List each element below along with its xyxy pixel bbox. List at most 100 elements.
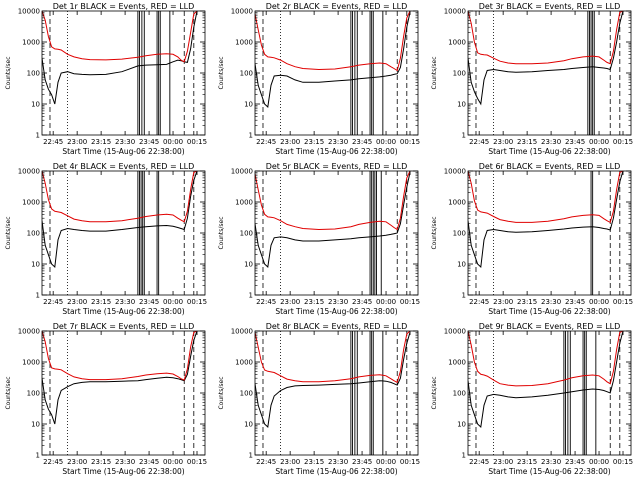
chart-8-xtick-label: 22:45 [256,458,276,466]
chart-2-axes-frame [254,10,419,136]
chart-9-ytick-label: 1000 [448,359,466,367]
chart-1-xtick-label: 22:45 [43,138,63,146]
chart-7-title: Det 7r BLACK = Events, RED = LLD [53,322,195,331]
chart-4-xlabel: Start Time (15-Aug-06 22:38:00) [62,307,184,316]
chart-7-xtick-label: 23:30 [115,458,135,466]
chart-1-ytick-label: 100 [27,70,40,78]
chart-6-ytick-label: 10 [457,261,466,269]
chart-6-xtick-label: 00:15 [613,298,633,306]
chart-3-xtick-label: 23:30 [541,138,561,146]
chart-7-xtick-label: 23:00 [67,458,87,466]
chart-9-ytick-label: 10 [457,421,466,429]
chart-5-xtick-label: 00:15 [400,298,420,306]
chart-6-xtick-label: 23:30 [541,298,561,306]
chart-4-ylabel: Counts/sec [5,216,12,249]
chart-7-ylabel: Counts/sec [5,376,12,409]
chart-5-ytick-label: 100 [240,230,253,238]
chart-3-series-lld [468,11,624,65]
chart-9-ylabel: Counts/sec [431,376,438,409]
chart-8-ylabel: Counts/sec [218,376,225,409]
chart-1-xtick-label: 00:15 [187,138,207,146]
chart-6-ytick-label: 1000 [448,199,466,207]
chart-3-xtick-label: 22:45 [469,138,489,146]
chart-6-ytick-label: 1 [462,292,466,300]
chart-1-ytick-label: 10 [31,101,40,109]
chart-8-ytick-label: 1 [249,452,253,460]
chart-5-ytick-label: 1 [249,292,253,300]
chart-7-ytick-label: 1 [36,452,40,460]
chart-6-xtick-label: 23:00 [493,298,513,306]
chart-1-ytick-label: 1000 [22,39,40,47]
chart-6-xtick-label: 23:15 [517,298,537,306]
chart-2-xtick-label: 22:45 [256,138,276,146]
chart-6-ytick-label: 100 [453,230,466,238]
chart-5-ytick-label: 10000 [231,168,253,176]
chart-5-xtick-label: 23:45 [352,298,372,306]
chart-2-series-lld [255,11,411,72]
chart-4-xtick-label: 23:45 [139,298,159,306]
chart-3-xtick-label: 23:00 [493,138,513,146]
chart-4-title: Det 4r BLACK = Events, RED = LLD [53,162,195,171]
chart-2-xtick-label: 00:15 [400,138,420,146]
chart-3-axes-frame [467,10,632,136]
chart-7-ytick-label: 1000 [22,359,40,367]
chart-7-xtick-label: 22:45 [43,458,63,466]
chart-3-ylabel: Counts/sec [431,56,438,89]
chart-7-plot-area [42,331,198,455]
chart-4-ytick-label: 1000 [22,199,40,207]
chart-7-axes-frame [41,330,206,456]
chart-panel: Det 3r BLACK = Events, RED = LLD Counts/s… [431,2,633,156]
chart-2-ytick-label: 10000 [231,8,253,16]
chart-4-series-events [42,171,198,269]
chart-panel: Det 2r BLACK = Events, RED = LLD Counts/s… [218,2,420,156]
chart-panel: Det 6r BLACK = Events, RED = LLD Counts/s… [431,162,633,316]
chart-4-xtick-label: 22:45 [43,298,63,306]
chart-5-xtick-label: 23:15 [304,298,324,306]
chart-8-series-lld [255,331,411,384]
chart-2-ytick-label: 1 [249,132,253,140]
chart-6-ytick-label: 10000 [444,168,466,176]
chart-5-xlabel: Start Time (15-Aug-06 22:38:00) [275,307,397,316]
chart-1-plot-area [42,11,198,135]
chart-5-series-lld [255,171,411,231]
chart-5-axes-frame [254,170,419,296]
chart-3-title: Det 3r BLACK = Events, RED = LLD [479,2,621,11]
chart-3-ytick-label: 10000 [444,8,466,16]
chart-1-xtick-label: 00:00 [163,138,183,146]
chart-1-xtick-label: 23:30 [115,138,135,146]
chart-4-plot-area [42,171,198,295]
chart-4-ytick-label: 10000 [18,168,40,176]
chart-2-xtick-label: 23:30 [328,138,348,146]
chart-4-xtick-label: 00:15 [187,298,207,306]
chart-6-xtick-label: 00:00 [589,298,609,306]
chart-8-xtick-label: 23:00 [280,458,300,466]
chart-5-ytick-label: 1000 [235,199,253,207]
chart-4-ytick-label: 100 [27,230,40,238]
chart-8-ytick-label: 1000 [235,359,253,367]
chart-9-axes-frame [467,330,632,456]
chart-5-xtick-label: 00:00 [376,298,396,306]
chart-7-xtick-label: 23:45 [139,458,159,466]
chart-1-xtick-label: 23:15 [91,138,111,146]
chart-1-ytick-label: 10000 [18,8,40,16]
chart-6-xtick-label: 22:45 [469,298,489,306]
chart-7-ytick-label: 10000 [18,328,40,336]
chart-8-xtick-label: 00:00 [376,458,396,466]
chart-2-xtick-label: 23:00 [280,138,300,146]
chart-9-xlabel: Start Time (15-Aug-06 22:38:00) [488,467,610,476]
chart-8-xlabel: Start Time (15-Aug-06 22:38:00) [275,467,397,476]
chart-8-xtick-label: 00:15 [400,458,420,466]
chart-9-xtick-label: 23:00 [493,458,513,466]
chart-1-title: Det 1r BLACK = Events, RED = LLD [53,2,195,11]
chart-7-ytick-label: 100 [27,390,40,398]
chart-4-axes-frame [41,170,206,296]
chart-4-xtick-label: 00:00 [163,298,183,306]
chart-2-ytick-label: 100 [240,70,253,78]
chart-4-xtick-label: 23:15 [91,298,111,306]
chart-3-xtick-label: 00:00 [589,138,609,146]
chart-2-ylabel: Counts/sec [218,56,225,89]
chart-3-xlabel: Start Time (15-Aug-06 22:38:00) [488,147,610,156]
chart-4-xtick-label: 23:30 [115,298,135,306]
chart-9-title: Det 9r BLACK = Events, RED = LLD [479,322,621,331]
chart-4-ytick-label: 1 [36,292,40,300]
